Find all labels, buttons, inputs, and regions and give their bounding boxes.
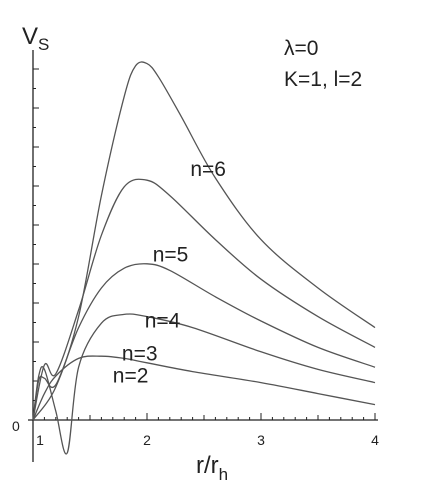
curve-label-n-5: n=5	[153, 244, 189, 267]
curve-label-n-2: n=2	[113, 365, 149, 388]
y-axis-label: VS	[22, 23, 49, 54]
curve-label-n-3: n=3	[122, 343, 158, 366]
param-k-l: K=1, l=2	[284, 68, 362, 91]
axes	[28, 50, 378, 462]
curve-labels: n=6 n=5 n=4 n=3n=2	[113, 158, 226, 388]
x-tick-labels: 1 2 3 4	[36, 432, 379, 448]
x-tick-label: 4	[371, 432, 379, 448]
y-origin-label: 0	[12, 418, 20, 434]
x-tick-label: 3	[257, 432, 265, 448]
series-line-n-4	[32, 263, 376, 421]
param-lambda: λ=0	[284, 37, 318, 60]
curve-label-n-6: n=6	[190, 158, 226, 181]
series-line-n-2	[32, 355, 376, 421]
series-line-n-5	[32, 178, 376, 421]
x-tick-label: 2	[143, 432, 151, 448]
x-axis-label: r/rh	[196, 452, 228, 484]
curves	[32, 61, 376, 455]
curve-label-n-4: n=4	[145, 310, 181, 333]
x-tick-label: 1	[36, 432, 44, 448]
series-line-n-3	[32, 313, 376, 455]
series-line-n-6	[32, 61, 376, 421]
